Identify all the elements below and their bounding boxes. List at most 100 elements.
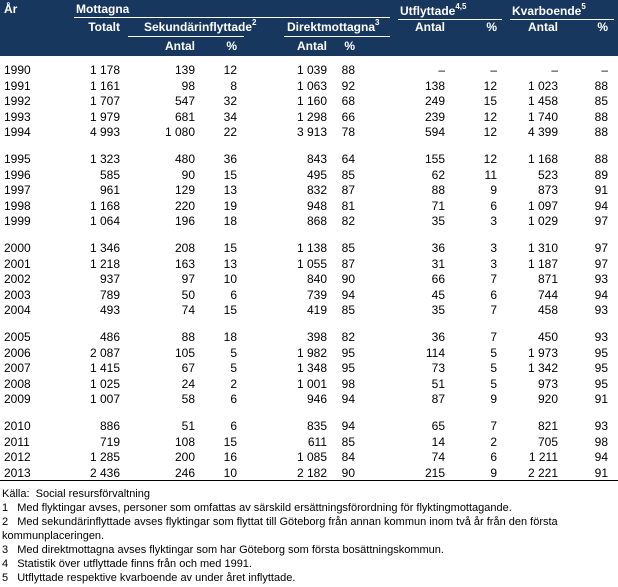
cell: 16: [223, 450, 237, 465]
source-text: Social resursförvaltning: [35, 488, 150, 500]
footnote-num: 1: [2, 502, 9, 514]
cell-year: 1997: [4, 183, 31, 198]
cell: 1 085: [296, 450, 327, 465]
cell: 458: [537, 303, 558, 318]
cell-year: 2008: [4, 376, 31, 391]
cell: 32: [223, 94, 237, 109]
cell: 93: [594, 272, 608, 287]
cell: 493: [99, 303, 120, 318]
cell: 495: [306, 167, 327, 182]
cell: 2 221: [527, 465, 558, 480]
footnote: 4 Statistik över utflyttade finns från o…: [2, 557, 606, 571]
cell: 13: [223, 183, 237, 198]
cell: 90: [341, 272, 355, 287]
table-rule: [0, 480, 618, 481]
header-antal: Antal: [415, 20, 445, 34]
cell: 82: [341, 214, 355, 229]
cell: 937: [99, 272, 120, 287]
cell: 31: [431, 256, 445, 271]
cell: 1 160: [296, 94, 327, 109]
footnote-ref: 5: [581, 2, 586, 11]
cell: 12: [483, 152, 497, 166]
cell: 920: [537, 392, 558, 407]
cell: 821: [537, 419, 558, 433]
cell: 85: [341, 241, 355, 255]
cell-year: 2003: [4, 287, 31, 302]
header-antal: Antal: [165, 39, 195, 53]
cell: 97: [181, 272, 195, 287]
footnote-ref: 4,5: [455, 2, 467, 11]
cell: 67: [181, 361, 195, 376]
cell: 93: [594, 303, 608, 318]
cell: 843: [306, 152, 327, 166]
source-label: Källa:: [2, 488, 30, 500]
cell-year: 1994: [4, 125, 31, 140]
cell: 705: [537, 434, 558, 449]
footnote: 3 Med direktmottagna avses flyktingar so…: [2, 543, 606, 557]
cell: 88: [594, 109, 608, 124]
cell: 2 182: [296, 465, 327, 480]
cell: 10: [223, 465, 237, 480]
cell: 6: [230, 419, 237, 433]
cell: 51: [431, 376, 445, 391]
cell: 5: [490, 376, 497, 391]
cell: 249: [424, 94, 445, 109]
cell: 15: [483, 94, 497, 109]
header-text: Sekundärinflyttade: [144, 20, 253, 34]
cell: 398: [306, 330, 327, 344]
cell: 1 346: [89, 241, 120, 255]
cell: 12: [483, 109, 497, 124]
cell: 97: [594, 256, 608, 271]
footnote-text: Med sekundärinflyttade avses flyktingar …: [2, 516, 558, 542]
footnote-ref: 3: [375, 18, 380, 27]
cell-year: 2009: [4, 392, 31, 407]
cell: 94: [341, 392, 355, 407]
cell: 88: [341, 63, 355, 77]
cell: 594: [424, 125, 445, 140]
footnote-text: Statistik över utflyttade finns från och…: [17, 558, 252, 570]
cell: 129: [174, 183, 195, 198]
cell-year: 2001: [4, 256, 31, 271]
cell: 6: [490, 450, 497, 465]
cell-year: 2010: [4, 419, 31, 433]
cell: –: [438, 63, 445, 77]
cell-year: 2005: [4, 330, 31, 344]
cell: 7: [490, 303, 497, 318]
cell: 98: [341, 376, 355, 391]
cell: 973: [537, 376, 558, 391]
cell: 868: [306, 214, 327, 229]
cell: 88: [181, 330, 195, 344]
cell: 220: [174, 198, 195, 213]
cell: 84: [341, 450, 355, 465]
header-pct: %: [344, 39, 355, 53]
cell-year: 1990: [4, 63, 31, 77]
cell: 3: [490, 214, 497, 229]
cell: 94: [594, 198, 608, 213]
cell: 1 211: [528, 450, 558, 465]
cell: 486: [99, 330, 120, 344]
cell: 961: [99, 183, 120, 198]
cell-year: 2002: [4, 272, 31, 287]
cell: 5: [490, 361, 497, 376]
cell: 789: [99, 287, 120, 302]
cell: 1 298: [296, 109, 327, 124]
cell: 18: [223, 330, 237, 344]
cell-year: 1992: [4, 94, 31, 109]
cell: 585: [99, 167, 120, 182]
cell: 108: [174, 434, 195, 449]
cell: 6: [490, 198, 497, 213]
cell: 8: [230, 78, 237, 93]
header-kvarboende: Kvarboende5: [512, 2, 586, 19]
cell: 74: [431, 450, 445, 465]
cell-year: 2004: [4, 303, 31, 318]
cell: 2: [230, 376, 237, 391]
cell: 4 399: [527, 125, 558, 140]
cell: 1 348: [296, 361, 327, 376]
cell: 208: [174, 241, 195, 255]
cell: 1 982: [296, 345, 327, 360]
cell: 89: [594, 167, 608, 182]
footnote-text: Med flyktingar avses, personer som omfat…: [17, 502, 512, 514]
cell: 13: [223, 256, 237, 271]
cell: 73: [431, 361, 445, 376]
header-totalt: Totalt: [88, 20, 120, 34]
